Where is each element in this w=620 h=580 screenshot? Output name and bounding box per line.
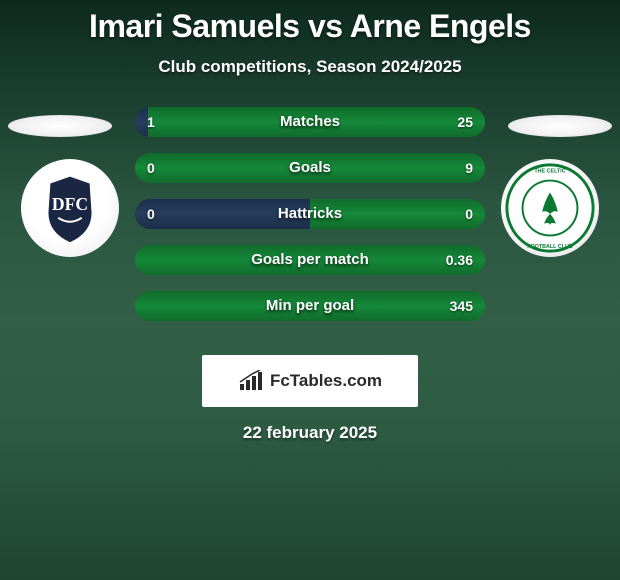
left-flag-icon — [8, 115, 112, 137]
branding-text: FcTables.com — [270, 371, 382, 391]
svg-text:FOOTBALL CLUB: FOOTBALL CLUB — [527, 244, 573, 250]
branding-chart-icon — [238, 370, 264, 392]
stat-bars: 125Matches 09Goals 00Hattricks 0.36Goals pe… — [135, 107, 485, 337]
page-title: Imari Samuels vs Arne Engels — [0, 0, 620, 45]
stat-row: 345Min per goal — [135, 291, 485, 321]
stat-label: Hattricks — [135, 199, 485, 229]
svg-text:THE CELTIC: THE CELTIC — [534, 169, 565, 175]
right-flag-icon — [508, 115, 612, 137]
right-club-crest: THE CELTIC FOOTBALL CLUB — [501, 159, 599, 257]
svg-text:DFC: DFC — [52, 194, 88, 214]
stat-row: 00Hattricks — [135, 199, 485, 229]
stat-label: Min per goal — [135, 291, 485, 321]
branding-badge: FcTables.com — [202, 355, 418, 407]
stat-row: 09Goals — [135, 153, 485, 183]
stat-row: 125Matches — [135, 107, 485, 137]
subtitle: Club competitions, Season 2024/2025 — [0, 57, 620, 77]
stat-label: Goals per match — [135, 245, 485, 275]
comparison-panel: DFC THE CELTIC FOOTBALL CLUB 125Matches 0… — [0, 107, 620, 337]
stat-label: Goals — [135, 153, 485, 183]
date-label: 22 february 2025 — [0, 423, 620, 443]
stat-row: 0.36Goals per match — [135, 245, 485, 275]
left-club-crest: DFC — [21, 159, 119, 257]
stat-label: Matches — [135, 107, 485, 137]
